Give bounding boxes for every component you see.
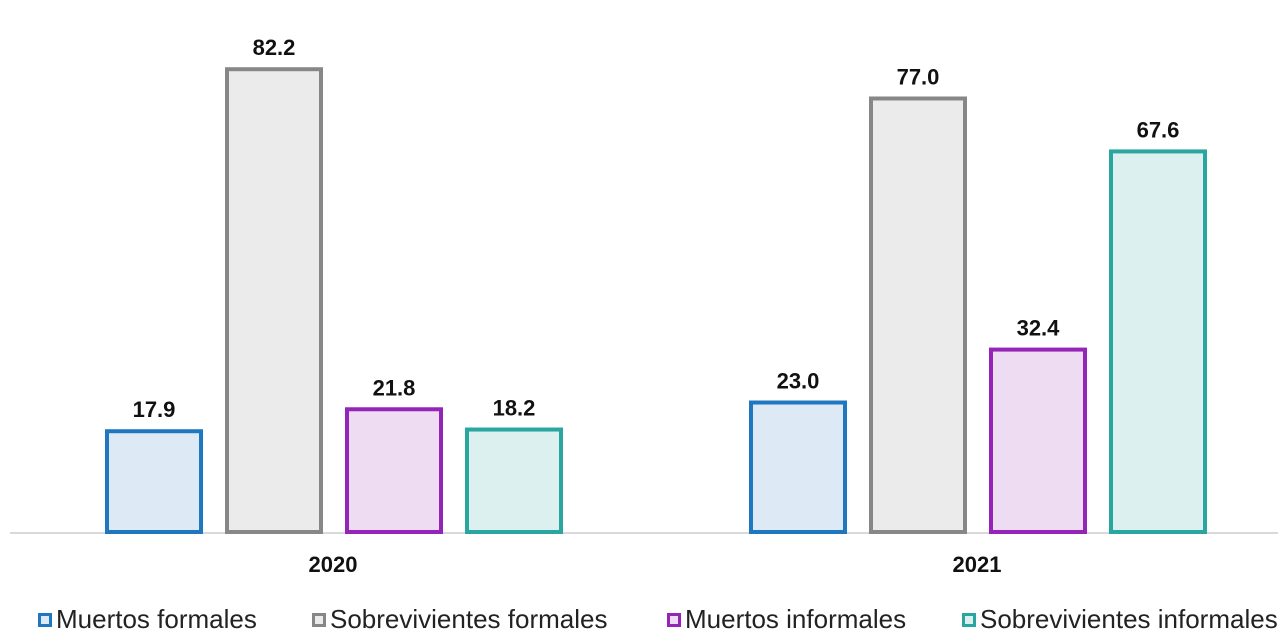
data-label: 67.6 bbox=[1137, 117, 1180, 142]
legend-swatch bbox=[667, 612, 681, 627]
legend-label: Muertos informales bbox=[685, 604, 907, 634]
data-label: 17.9 bbox=[133, 397, 176, 422]
bar-2020-series-1 bbox=[225, 67, 323, 535]
x-tick-label: 2020 bbox=[309, 552, 358, 577]
x-tick-label: 2021 bbox=[953, 552, 1002, 577]
bar-2020-series-3 bbox=[465, 427, 563, 534]
legend: Muertos formales Sobrevivientes formales… bbox=[0, 604, 1288, 640]
legend-label: Sobrevivientes formales bbox=[330, 604, 608, 634]
data-label: 77.0 bbox=[897, 64, 940, 89]
data-label: 82.2 bbox=[253, 35, 296, 60]
legend-swatch bbox=[38, 612, 52, 627]
legend-swatch bbox=[962, 612, 976, 627]
legend-item-muertos-formales: Muertos formales bbox=[38, 604, 257, 635]
data-label: 21.8 bbox=[373, 375, 416, 400]
bar-2020-series-0 bbox=[105, 429, 203, 534]
legend-item-sobrevivientes-informales: Sobrevivientes informales bbox=[962, 604, 1278, 635]
legend-item-sobrevivientes-formales: Sobrevivientes formales bbox=[312, 604, 607, 635]
bar-2021-series-0 bbox=[749, 400, 847, 535]
bar-chart: 17.9 82.2 21.8 18.2 2020 23.0 77.0 32.4 67.6 2021 bbox=[10, 35, 1278, 577]
data-label: 18.2 bbox=[493, 396, 536, 421]
bar-2021-series-3 bbox=[1109, 149, 1207, 535]
bar-2021-series-1 bbox=[869, 96, 967, 535]
legend-label: Sobrevivientes informales bbox=[980, 604, 1278, 634]
legend-swatch bbox=[312, 612, 326, 627]
data-label: 23.0 bbox=[777, 369, 820, 394]
legend-label: Muertos formales bbox=[56, 604, 257, 634]
bar-2020-series-2 bbox=[345, 407, 443, 534]
data-label: 32.4 bbox=[1017, 316, 1061, 341]
legend-item-muertos-informales: Muertos informales bbox=[667, 604, 906, 635]
bar-2021-series-2 bbox=[989, 347, 1087, 535]
